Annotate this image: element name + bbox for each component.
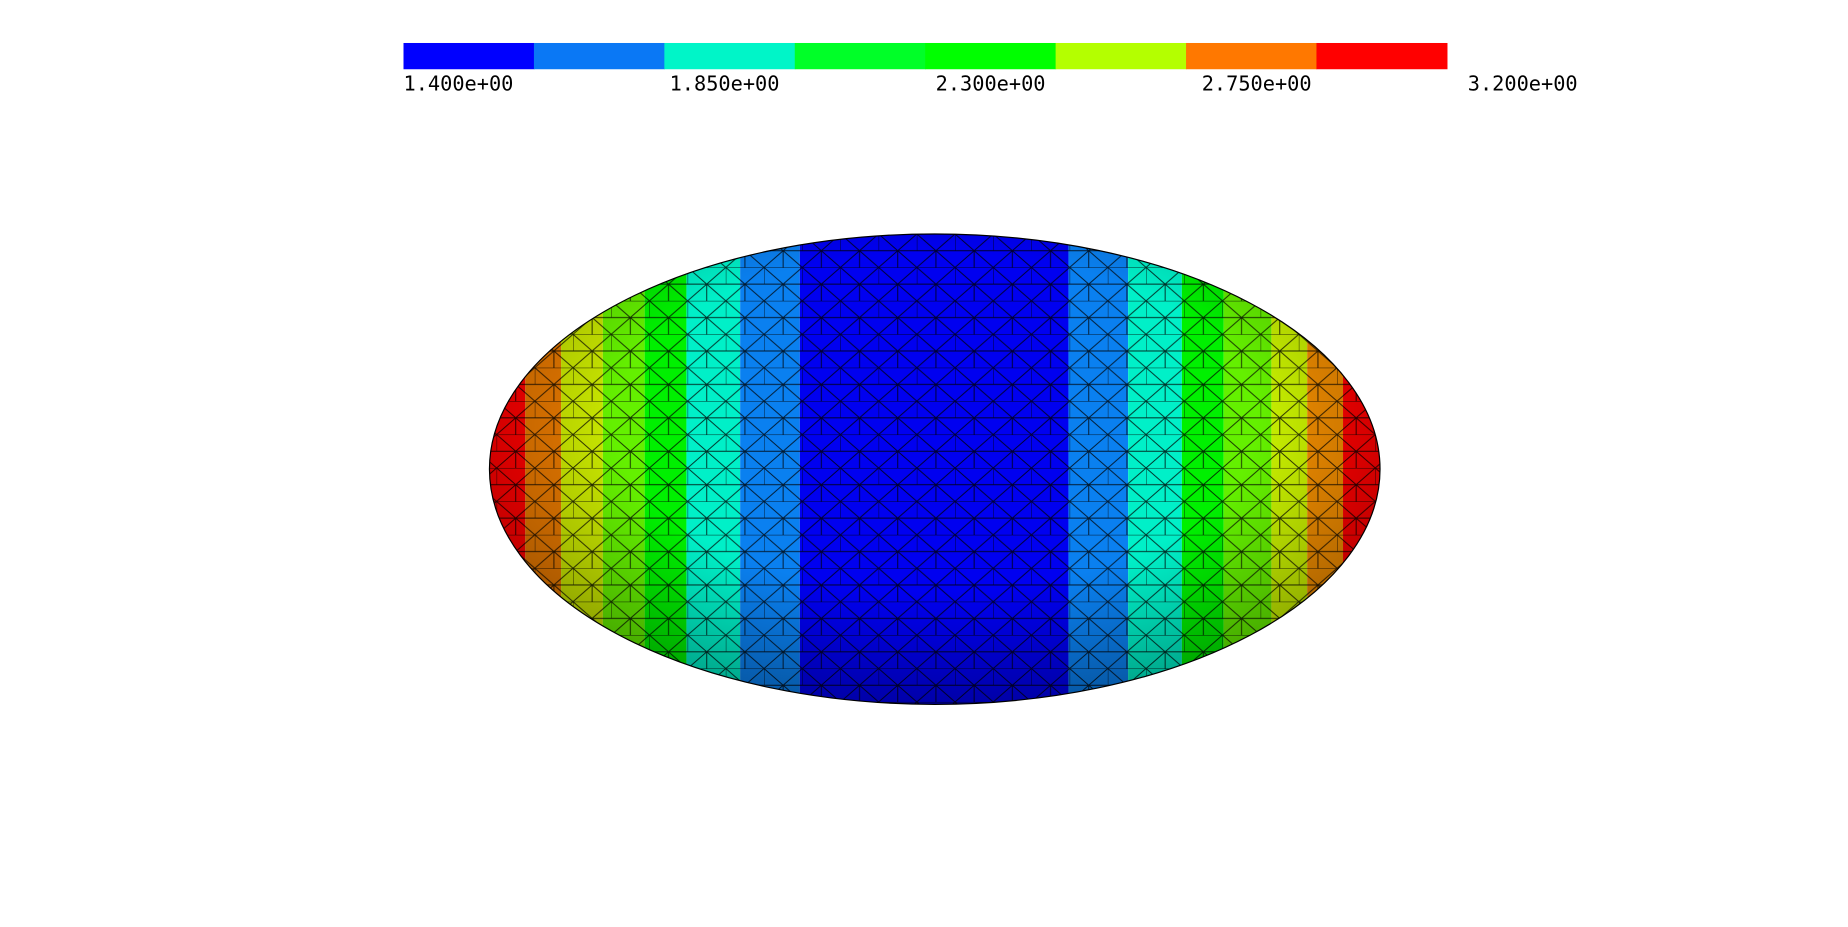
colorbar-segment	[533, 42, 665, 70]
colorbar-label: 2.300e+00	[936, 71, 1046, 95]
colorbar-label: 1.850e+00	[670, 71, 780, 95]
colorbar-segment	[794, 42, 926, 70]
colorbar-label: 3.200e+00	[1468, 71, 1578, 95]
ellipsoid	[489, 233, 1381, 705]
colorbar-label: 2.750e+00	[1202, 71, 1312, 95]
colorbar-segment	[1186, 42, 1318, 70]
colorbar-segment	[1316, 42, 1448, 70]
colorbar: 1.400e+00 1.850e+00 2.300e+00 2.750e+00 3.20…	[403, 42, 1578, 95]
colorbar-segment	[1055, 42, 1187, 70]
colorbar-segment	[925, 42, 1057, 70]
colorbar-segment	[664, 42, 796, 70]
colorbar-label: 1.400e+00	[404, 71, 514, 95]
colorbar-segment	[403, 42, 535, 70]
ellipsoid-outline	[488, 233, 1381, 705]
